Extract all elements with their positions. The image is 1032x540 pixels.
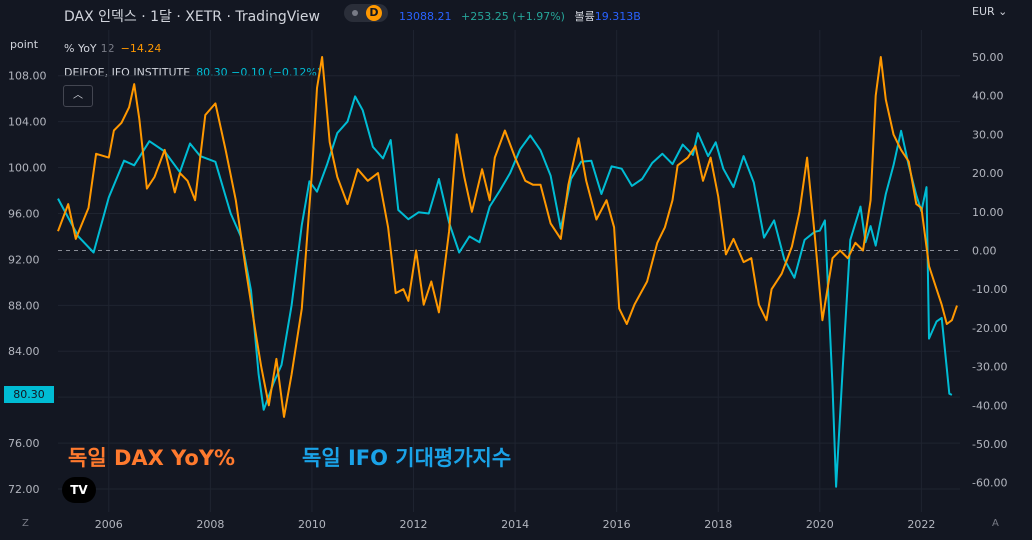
x-tick-label: 2018 bbox=[704, 518, 732, 531]
x-tick-label: 2012 bbox=[400, 518, 428, 531]
ifo-last-value-badge: 80.30 bbox=[4, 386, 54, 403]
symbol-title[interactable]: DAX 인덱스 · 1달 · XETR · TradingView bbox=[64, 9, 320, 25]
header-bar: DAX 인덱스 · 1달 · XETR · TradingView D 1308… bbox=[0, 0, 1032, 28]
right-tick-label: 20.00 bbox=[972, 167, 1004, 180]
x-tick-label: 2008 bbox=[196, 518, 224, 531]
yoy-legend-value: −14.24 bbox=[120, 42, 162, 55]
right-tick-label: 50.00 bbox=[972, 51, 1004, 64]
left-tick-label: 72.00 bbox=[8, 483, 40, 496]
right-tick-label: 30.00 bbox=[972, 128, 1004, 141]
status-dot-icon bbox=[352, 10, 358, 16]
right-tick-label: 10.00 bbox=[972, 206, 1004, 219]
left-tick-label: 104.00 bbox=[8, 116, 47, 129]
right-tick-label: 0.00 bbox=[972, 245, 997, 258]
left-tick-label: 92.00 bbox=[8, 253, 40, 266]
yoy-legend-name: % YoY bbox=[64, 42, 97, 55]
x-tick-label: 2006 bbox=[95, 518, 123, 531]
currency-label: EUR bbox=[972, 5, 995, 18]
left-tick-label: 88.00 bbox=[8, 299, 40, 312]
right-tick-label: -50.00 bbox=[972, 438, 1007, 451]
left-tick-label: 96.00 bbox=[8, 207, 40, 220]
left-tick-label: 100.00 bbox=[8, 162, 47, 175]
x-tick-label: 2010 bbox=[298, 518, 326, 531]
yoy-legend[interactable]: % YoY 12 −14.24 bbox=[64, 42, 161, 55]
chevron-down-icon: ⌄ bbox=[998, 5, 1008, 18]
x-tick-label: 2022 bbox=[907, 518, 935, 531]
quote-line: 13088.21 +253.25 (+1.97%) 볼륨19.313B bbox=[399, 8, 641, 24]
price-change: +253.25 (+1.97%) bbox=[461, 10, 565, 23]
right-tick-label: -30.00 bbox=[972, 361, 1007, 374]
left-axis-unit: point bbox=[10, 38, 39, 51]
legend-collapse-button[interactable]: ︿ bbox=[63, 85, 93, 107]
right-tick-label: -10.00 bbox=[972, 283, 1007, 296]
x-tick-label: 2014 bbox=[501, 518, 529, 531]
right-tick-label: -20.00 bbox=[972, 322, 1007, 335]
tradingview-logo[interactable]: TV bbox=[62, 477, 96, 503]
x-tick-label: 2020 bbox=[806, 518, 834, 531]
volume-value: 19.313B bbox=[594, 10, 641, 23]
right-tick-label: -60.00 bbox=[972, 477, 1007, 490]
last-price: 13088.21 bbox=[399, 10, 452, 23]
right-tick-label: 40.00 bbox=[972, 90, 1004, 103]
auto-scale-button[interactable]: A bbox=[992, 518, 999, 529]
data-status-badge[interactable]: D bbox=[344, 4, 388, 22]
left-tick-label: 108.00 bbox=[8, 70, 47, 83]
right-tick-label: -40.00 bbox=[972, 399, 1007, 412]
left-tick-label: 84.00 bbox=[8, 345, 40, 358]
left-tick-label: 76.00 bbox=[8, 437, 40, 450]
ifo-series-line bbox=[57, 95, 953, 488]
delay-badge: D bbox=[366, 5, 382, 21]
yoy-legend-param: 12 bbox=[100, 42, 115, 55]
x-tick-label: 2016 bbox=[603, 518, 631, 531]
zoom-button[interactable]: Z bbox=[22, 518, 29, 529]
dax-yoy-series-line bbox=[57, 56, 958, 418]
volume-label: 볼륨 bbox=[574, 10, 595, 23]
dax-yoy-annotation: 독일 DAX YoY% bbox=[68, 446, 236, 470]
ifo-annotation: 독일 IFO 기대평가지수 bbox=[302, 446, 512, 470]
chevron-up-icon: ︿ bbox=[73, 90, 83, 101]
currency-selector[interactable]: EUR ⌄ bbox=[972, 5, 1007, 18]
